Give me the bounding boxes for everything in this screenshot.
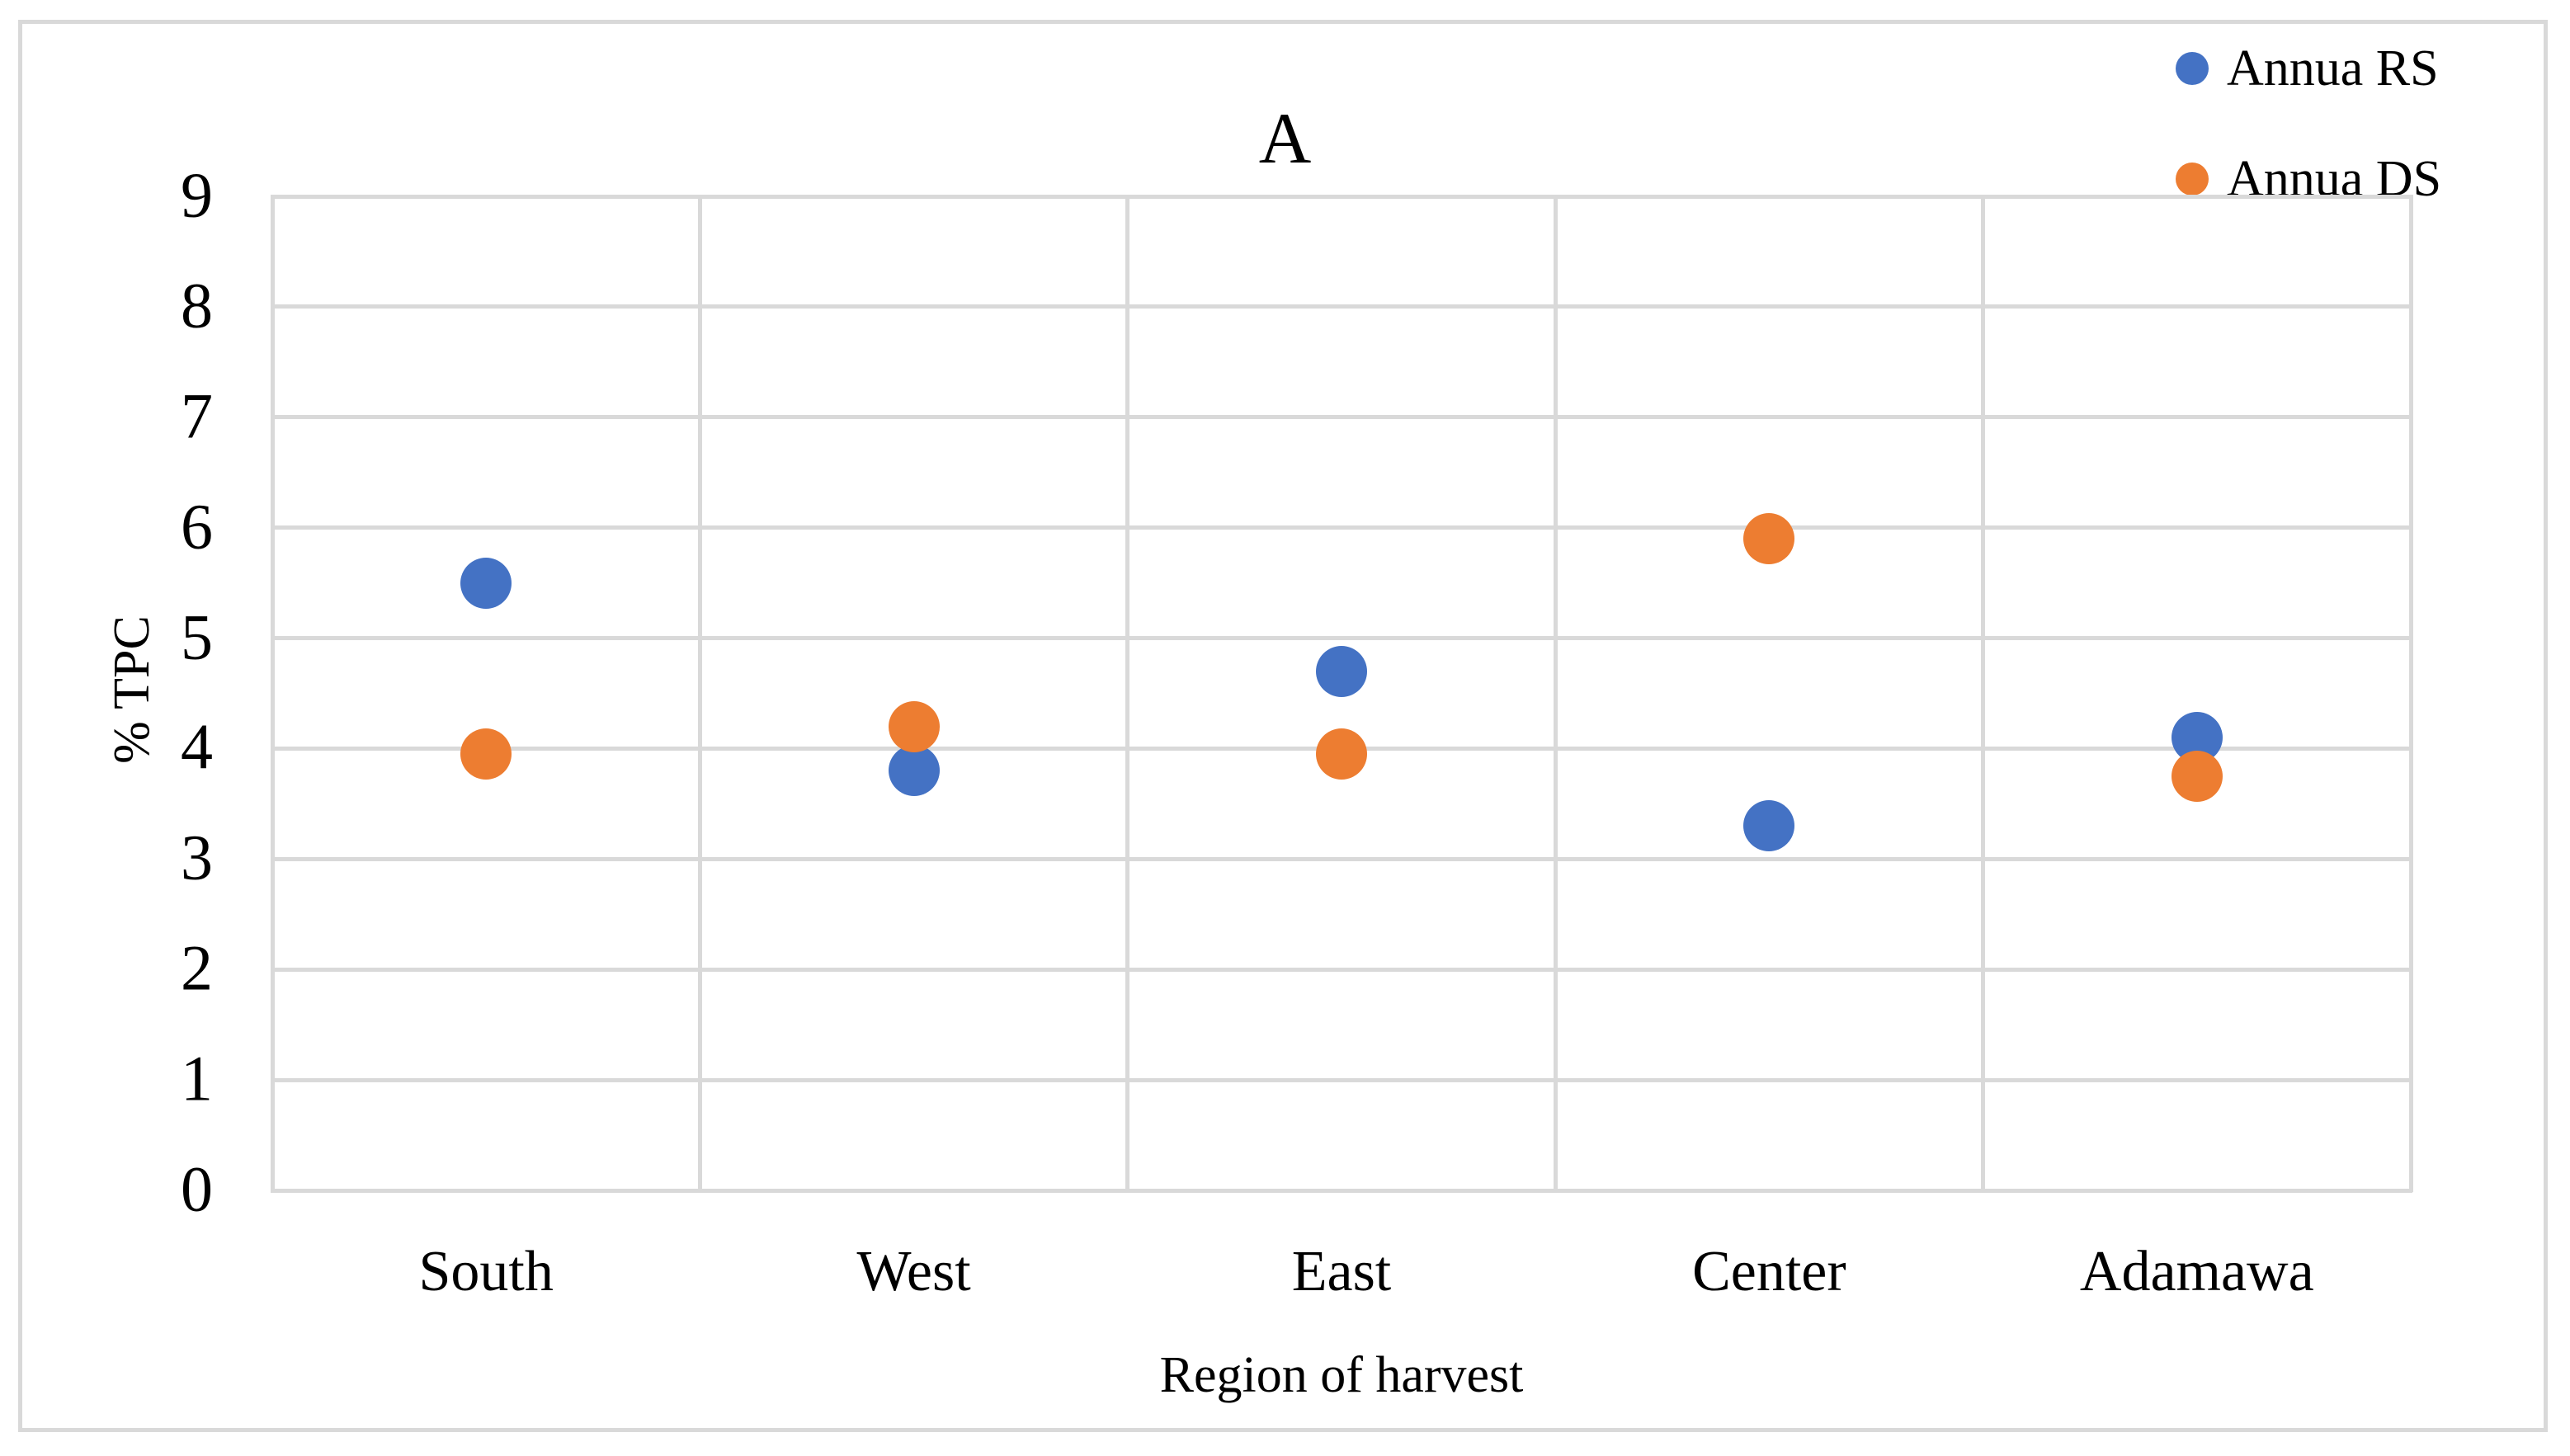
gridline-vertical <box>1981 195 1986 1192</box>
x-tick-label-center: Center <box>1692 1240 1846 1303</box>
gridline-horizontal <box>271 967 2412 972</box>
x-tick-label-east: East <box>1291 1240 1392 1303</box>
gridline-horizontal <box>271 415 2412 420</box>
chart-title: A <box>1258 99 1312 179</box>
gridline-vertical <box>1553 195 1558 1192</box>
gridline-horizontal <box>271 856 2412 861</box>
gridline-horizontal <box>271 194 2412 199</box>
gridline-vertical <box>1125 195 1130 1192</box>
x-tick-label-south: South <box>418 1240 554 1303</box>
gridline-horizontal <box>271 1188 2412 1193</box>
data-point-annua-ds-west <box>888 700 940 752</box>
data-point-annua-rs-center <box>1743 800 1795 852</box>
x-tick-label-west: West <box>856 1240 971 1303</box>
y-tick-label: 6 <box>181 490 213 563</box>
legend-item-annua-rs: Annua RS <box>2176 42 2439 95</box>
legend-marker-annua-ds-icon <box>2176 163 2209 196</box>
y-tick-label: 2 <box>181 931 213 1004</box>
legend-label-annua-rs: Annua RS <box>2227 40 2439 97</box>
data-point-annua-ds-south <box>460 728 512 780</box>
gridline-vertical <box>2408 195 2413 1192</box>
y-tick-label: 9 <box>181 158 213 231</box>
y-tick-label: 7 <box>181 379 213 452</box>
gridline-horizontal <box>271 304 2412 309</box>
figure-border <box>18 20 2548 1432</box>
gridline-horizontal <box>271 1077 2412 1082</box>
data-point-annua-rs-west <box>888 745 940 797</box>
y-tick-label: 1 <box>181 1042 213 1114</box>
data-point-annua-rs-east <box>1316 645 1367 697</box>
data-point-annua-rs-south <box>460 557 512 609</box>
y-tick-label: 4 <box>181 710 213 783</box>
gridline-vertical <box>270 195 275 1192</box>
y-tick-label: 8 <box>181 269 213 342</box>
legend-marker-annua-rs-icon <box>2176 52 2209 85</box>
x-tick-label-adamawa: Adamawa <box>2079 1240 2314 1303</box>
data-point-annua-ds-adamawa <box>2171 750 2223 802</box>
y-tick-label: 5 <box>181 600 213 672</box>
gridline-horizontal <box>271 525 2412 530</box>
x-axis-title: Region of harvest <box>1159 1347 1524 1403</box>
data-point-annua-ds-center <box>1743 513 1795 565</box>
gridline-vertical <box>697 195 702 1192</box>
data-point-annua-ds-east <box>1316 728 1367 780</box>
y-tick-label: 3 <box>181 821 213 893</box>
y-tick-label: 0 <box>181 1152 213 1225</box>
gridline-horizontal <box>271 636 2412 641</box>
